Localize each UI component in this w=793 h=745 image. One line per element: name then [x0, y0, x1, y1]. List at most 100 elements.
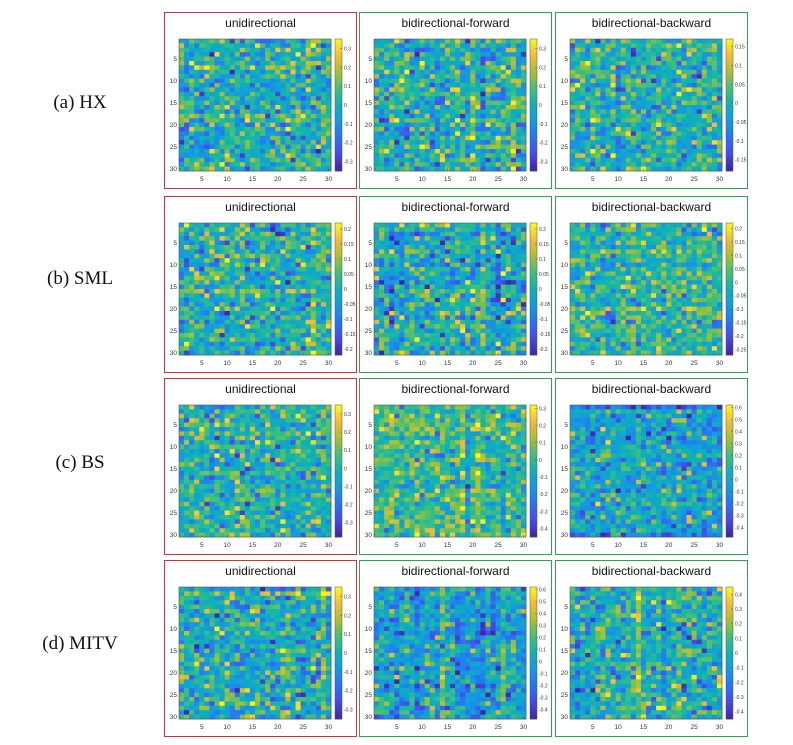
heatmap-cell — [280, 96, 286, 101]
heatmap-cell — [384, 258, 390, 263]
heatmap-cell — [194, 245, 200, 250]
heatmap-cell — [265, 162, 271, 167]
heatmap-cell — [229, 91, 236, 97]
heatmap-cell — [676, 39, 682, 44]
heatmap-cell — [455, 135, 461, 141]
colorbar-segment — [726, 157, 733, 161]
heatmap-cell — [419, 100, 426, 106]
heatmap-cell — [275, 131, 281, 137]
heatmap-cell — [275, 324, 281, 329]
heatmap-cell — [285, 267, 291, 272]
heatmap-cell — [270, 122, 276, 128]
heatmap-cell — [209, 96, 215, 101]
heatmap-cell — [219, 245, 225, 250]
heatmap-cell — [315, 69, 322, 75]
heatmap-cell — [414, 258, 420, 263]
heatmap-cell — [419, 271, 426, 277]
heatmap-cell — [209, 52, 215, 57]
heatmap-cell — [184, 223, 190, 228]
heatmap-cell — [399, 113, 405, 119]
heatmap-cell — [404, 267, 410, 272]
heatmap-cell — [470, 284, 476, 290]
heatmap-cell — [214, 96, 220, 101]
heatmap-cell — [184, 275, 190, 281]
heatmap-cell — [706, 56, 713, 62]
heatmap-cell — [280, 240, 286, 246]
colorbar-segment — [335, 306, 342, 310]
heatmap-cell — [701, 61, 708, 66]
heatmap-cell — [600, 52, 606, 57]
heatmap-cell — [635, 118, 642, 123]
heatmap-cell — [681, 39, 687, 44]
heatmap-cell — [424, 258, 431, 263]
heatmap-cell — [580, 135, 586, 141]
heatmap-cell — [374, 96, 380, 101]
heatmap-cell — [570, 153, 576, 159]
heatmap-cell — [515, 284, 522, 290]
heatmap-cell — [475, 91, 481, 97]
heatmap-cell — [320, 52, 327, 57]
heatmap-cell — [455, 105, 461, 110]
heatmap-cell — [389, 223, 395, 228]
heatmap-cell — [460, 284, 466, 290]
heatmap-cell — [495, 311, 502, 316]
heatmap-cell — [300, 284, 307, 290]
colorbar-tick-label: -0.1 — [344, 122, 353, 128]
heatmap-cell — [404, 140, 410, 145]
heatmap-cell — [460, 227, 466, 233]
heatmap-cell — [505, 324, 512, 329]
heatmap-cell — [590, 69, 596, 75]
heatmap-cell — [450, 118, 456, 123]
heatmap-cell — [409, 118, 415, 123]
heatmap-cell — [194, 350, 200, 356]
colorbar-segment — [530, 280, 537, 283]
heatmap-cell — [635, 78, 642, 84]
heatmap-cell — [275, 280, 281, 285]
heatmap-cell — [444, 109, 451, 115]
heatmap-cell — [409, 78, 415, 84]
heatmap-cell — [310, 47, 317, 53]
heatmap-cell — [379, 245, 385, 250]
heatmap-cell — [414, 324, 420, 329]
heatmap-cell — [465, 162, 471, 167]
heatmap-cell — [199, 267, 205, 272]
heatmap-cell — [184, 227, 190, 233]
heatmap-cell — [209, 333, 215, 338]
heatmap-cell — [389, 113, 395, 119]
heatmap-cell — [414, 149, 420, 154]
heatmap-cell — [711, 61, 718, 66]
heatmap-cell — [495, 105, 502, 110]
heatmap-cell — [500, 69, 507, 75]
y-tick-label: 20 — [170, 306, 178, 313]
heatmap-cell — [465, 293, 471, 299]
heatmap-cell — [490, 315, 496, 321]
heatmap-cell — [510, 78, 517, 84]
heatmap-cell — [265, 47, 271, 53]
heatmap-cell — [495, 162, 502, 167]
heatmap-cell — [394, 284, 400, 290]
heatmap-cell — [285, 341, 291, 347]
heatmap-cell — [295, 333, 301, 338]
heatmap-cell — [475, 162, 481, 167]
heatmap-cell — [244, 258, 251, 263]
heatmap-cell — [224, 302, 231, 307]
heatmap-cell — [399, 271, 405, 277]
heatmap-cell — [229, 131, 236, 137]
heatmap-cell — [706, 131, 713, 137]
heatmap-cell — [711, 56, 718, 62]
heatmap-cell — [510, 223, 517, 228]
heatmap-cell — [315, 56, 322, 62]
heatmap-cell — [204, 96, 210, 101]
heatmap-cell — [656, 52, 662, 57]
heatmap-cell — [394, 240, 400, 246]
heatmap-cell — [399, 284, 405, 290]
heatmap-cell — [485, 87, 491, 93]
heatmap-cell — [580, 144, 586, 150]
heatmap-cell — [270, 253, 276, 259]
heatmap-cell — [570, 122, 576, 128]
heatmap-cell — [255, 258, 261, 263]
heatmap-cell — [270, 96, 276, 101]
heatmap-cell — [716, 61, 723, 66]
heatmap-cell — [460, 144, 466, 150]
x-tick-label: 20 — [274, 176, 282, 183]
